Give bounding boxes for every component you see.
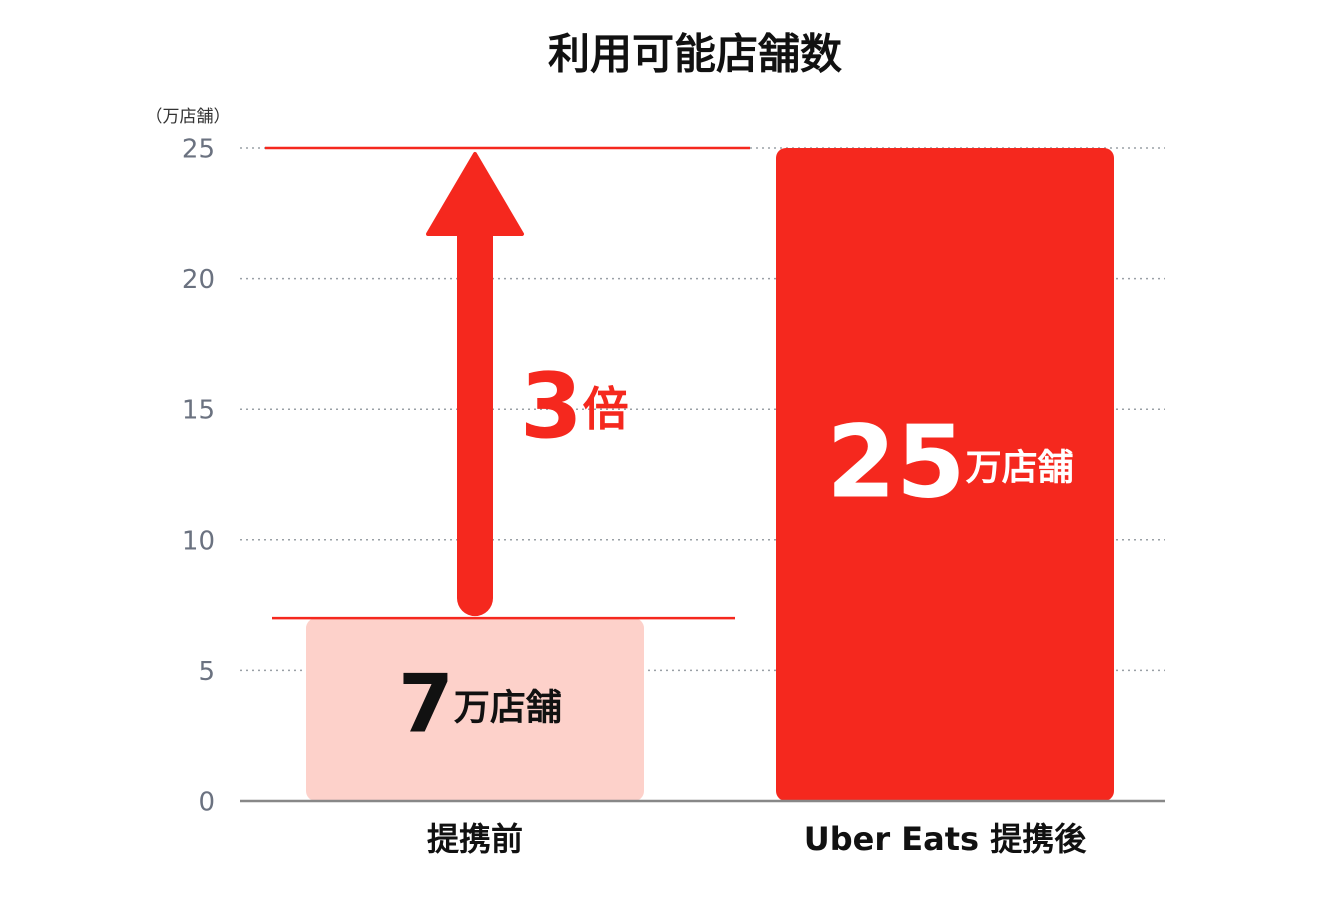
bar <box>776 148 1114 801</box>
chart-title: 利用可能店舗数 <box>548 30 842 79</box>
bar <box>306 618 644 801</box>
y-tick-label: 15 <box>182 396 215 426</box>
arrow-head <box>426 152 524 236</box>
annotation: 3倍 <box>520 354 629 459</box>
y-tick-label: 0 <box>198 788 215 818</box>
y-unit-label: （万店舗） <box>146 107 231 127</box>
value-label: 7万店舗 <box>398 658 562 751</box>
y-tick-label: 20 <box>182 265 215 295</box>
y-tick-label: 10 <box>182 526 215 556</box>
x-tick-label: 提携前 <box>427 820 523 858</box>
value-label: 25万店舗 <box>826 404 1073 521</box>
x-tick-label: Uber Eats 提携後 <box>804 820 1087 858</box>
y-tick-label: 25 <box>182 135 215 165</box>
y-tick-label: 5 <box>198 657 215 687</box>
